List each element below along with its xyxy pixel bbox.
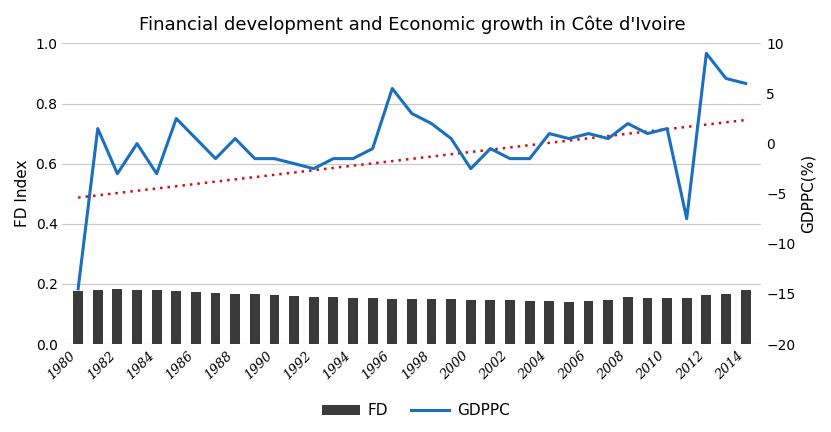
Bar <box>603 299 613 344</box>
Bar <box>544 301 554 344</box>
Bar <box>171 291 181 344</box>
Bar <box>524 301 534 344</box>
Bar <box>112 289 122 344</box>
Bar <box>426 299 436 344</box>
Bar <box>328 297 338 344</box>
Bar <box>191 292 201 344</box>
Bar <box>210 293 220 344</box>
Legend: FD, GDPPC: FD, GDPPC <box>316 397 515 424</box>
Bar <box>250 294 260 344</box>
Bar <box>348 298 358 344</box>
Bar <box>230 293 240 344</box>
Bar <box>564 302 574 344</box>
Bar <box>73 292 83 344</box>
Bar <box>701 295 711 344</box>
Bar <box>583 301 593 344</box>
Bar <box>505 300 515 344</box>
Y-axis label: FD Index: FD Index <box>15 160 30 227</box>
Bar <box>446 299 456 344</box>
Title: Financial development and Economic growth in Côte d'Ivoire: Financial development and Economic growt… <box>139 15 686 34</box>
Bar <box>367 299 377 344</box>
Bar <box>289 296 299 344</box>
Bar <box>407 299 417 344</box>
Bar <box>93 290 103 344</box>
Bar <box>387 299 397 344</box>
Bar <box>466 299 475 344</box>
Bar <box>623 297 632 344</box>
Bar <box>662 299 672 344</box>
Bar <box>721 293 731 344</box>
Bar <box>309 296 318 344</box>
Bar <box>269 295 279 344</box>
Bar <box>132 290 142 344</box>
Bar <box>642 298 652 344</box>
Bar <box>485 300 495 344</box>
Bar <box>152 290 161 344</box>
Bar <box>681 298 691 344</box>
Y-axis label: GDPPC(%): GDPPC(%) <box>801 154 816 233</box>
Bar <box>740 290 750 344</box>
